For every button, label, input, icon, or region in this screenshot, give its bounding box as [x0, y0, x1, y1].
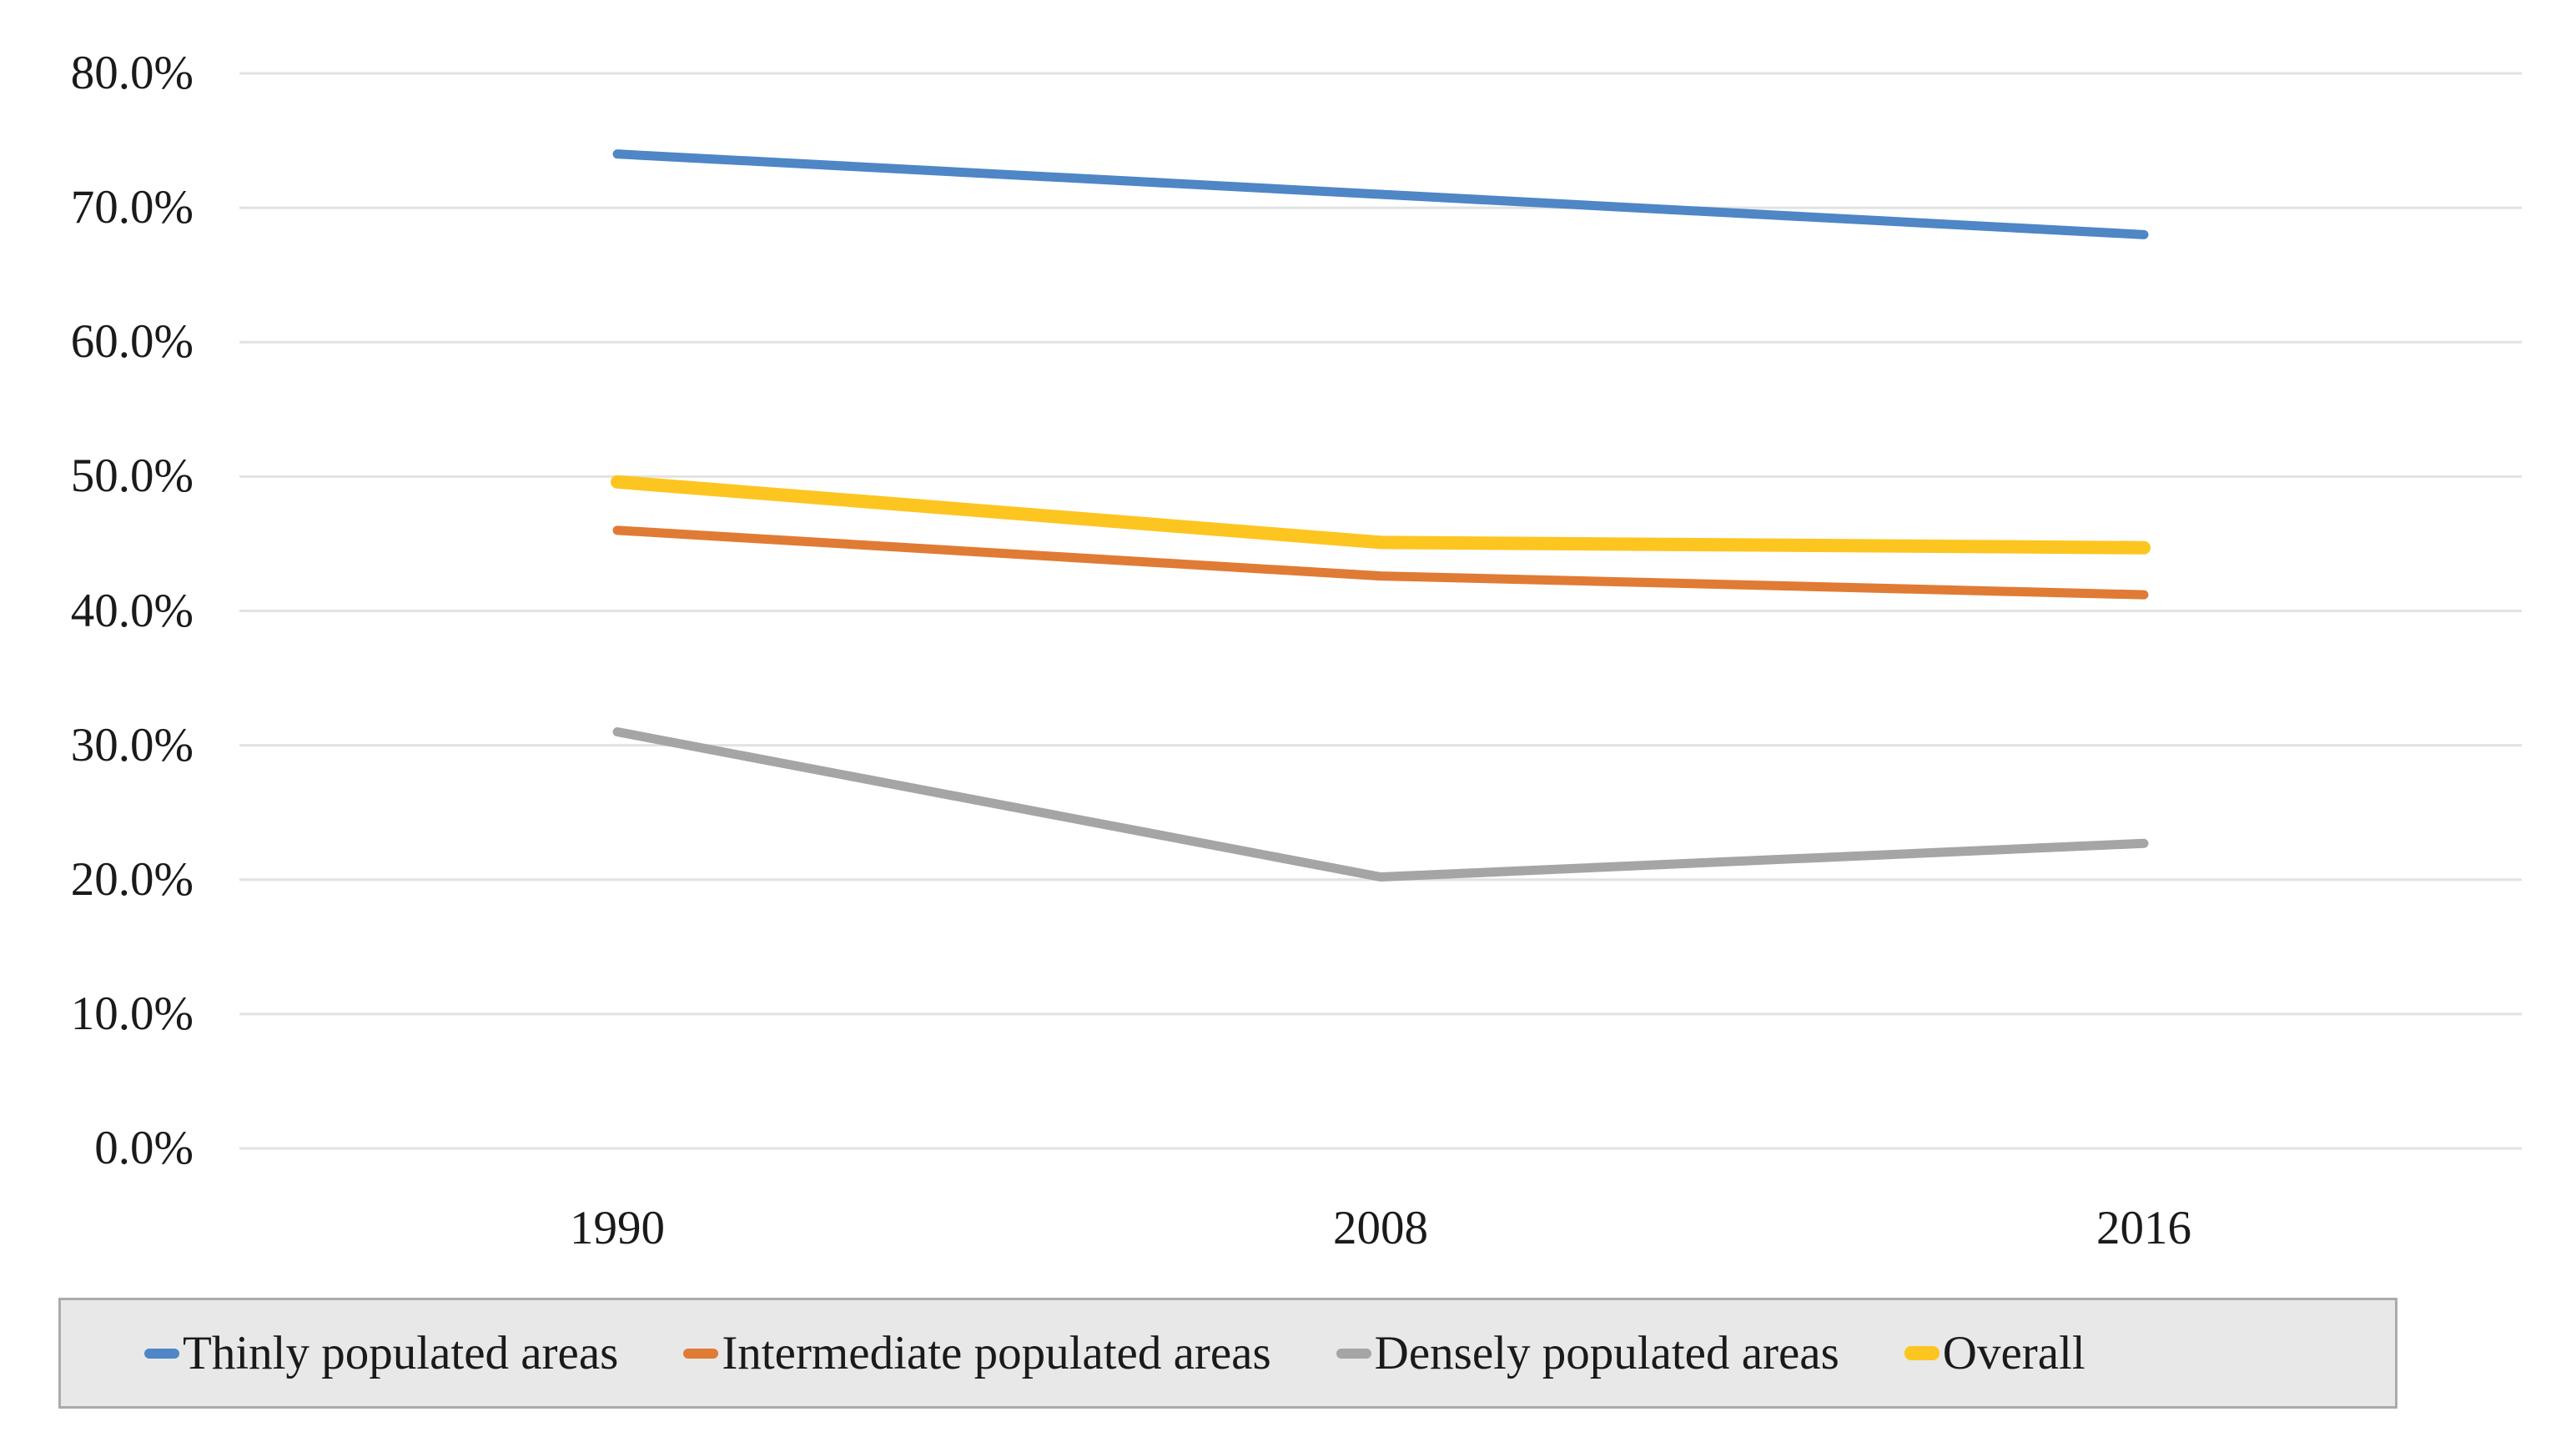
y-tick-label-10.0%: 10.0%: [70, 987, 194, 1040]
y-tick-label-80.0%: 80.0%: [70, 47, 194, 99]
series-line-densely-populated-areas: [612, 727, 2149, 882]
y-tick-label-60.0%: 60.0%: [70, 315, 194, 369]
y-tick-label-20.0%: 20.0%: [70, 852, 194, 906]
series-line-overall: [611, 475, 2151, 555]
x-axis-label-2016: 2016: [2096, 1202, 2191, 1254]
y-tick-label-40.0%: 40.0%: [70, 584, 194, 637]
legend-item-intermediate-populated-areas: Intermediate populated areas: [683, 1324, 1271, 1384]
legend-label: Densely populated areas: [1374, 1326, 1839, 1379]
legend-item-densely-populated-areas: Densely populated areas: [1336, 1324, 1839, 1384]
legend-line-marker-icon: [144, 1348, 179, 1359]
x-axis-label-1990: 1990: [570, 1202, 665, 1254]
x-axis-label-2008: 2008: [1333, 1202, 1428, 1254]
legend-item-thinly-populated-areas: Thinly populated areas: [144, 1324, 618, 1384]
series-line-intermediate-populated-areas: [612, 525, 2149, 600]
legend-line-marker-icon: [1904, 1346, 1940, 1360]
y-tick-label-30.0%: 30.0%: [70, 718, 194, 771]
y-tick-label-50.0%: 50.0%: [70, 450, 194, 503]
y-tick-label-0.0%: 0.0%: [94, 1122, 194, 1174]
legend-label: Intermediate populated areas: [722, 1326, 1271, 1379]
legend-line-marker-icon: [1336, 1348, 1371, 1359]
legend-label: Overall: [1942, 1326, 2085, 1379]
legend-label: Thinly populated areas: [183, 1326, 619, 1379]
series-line-thinly-populated-areas: [612, 149, 2149, 239]
y-tick-label-70.0%: 70.0%: [70, 181, 194, 234]
legend-item-overall: Overall: [1904, 1324, 2085, 1384]
chart-legend: Thinly populated areas Intermediate popul…: [58, 1298, 2397, 1409]
legend-line-marker-icon: [683, 1348, 719, 1359]
